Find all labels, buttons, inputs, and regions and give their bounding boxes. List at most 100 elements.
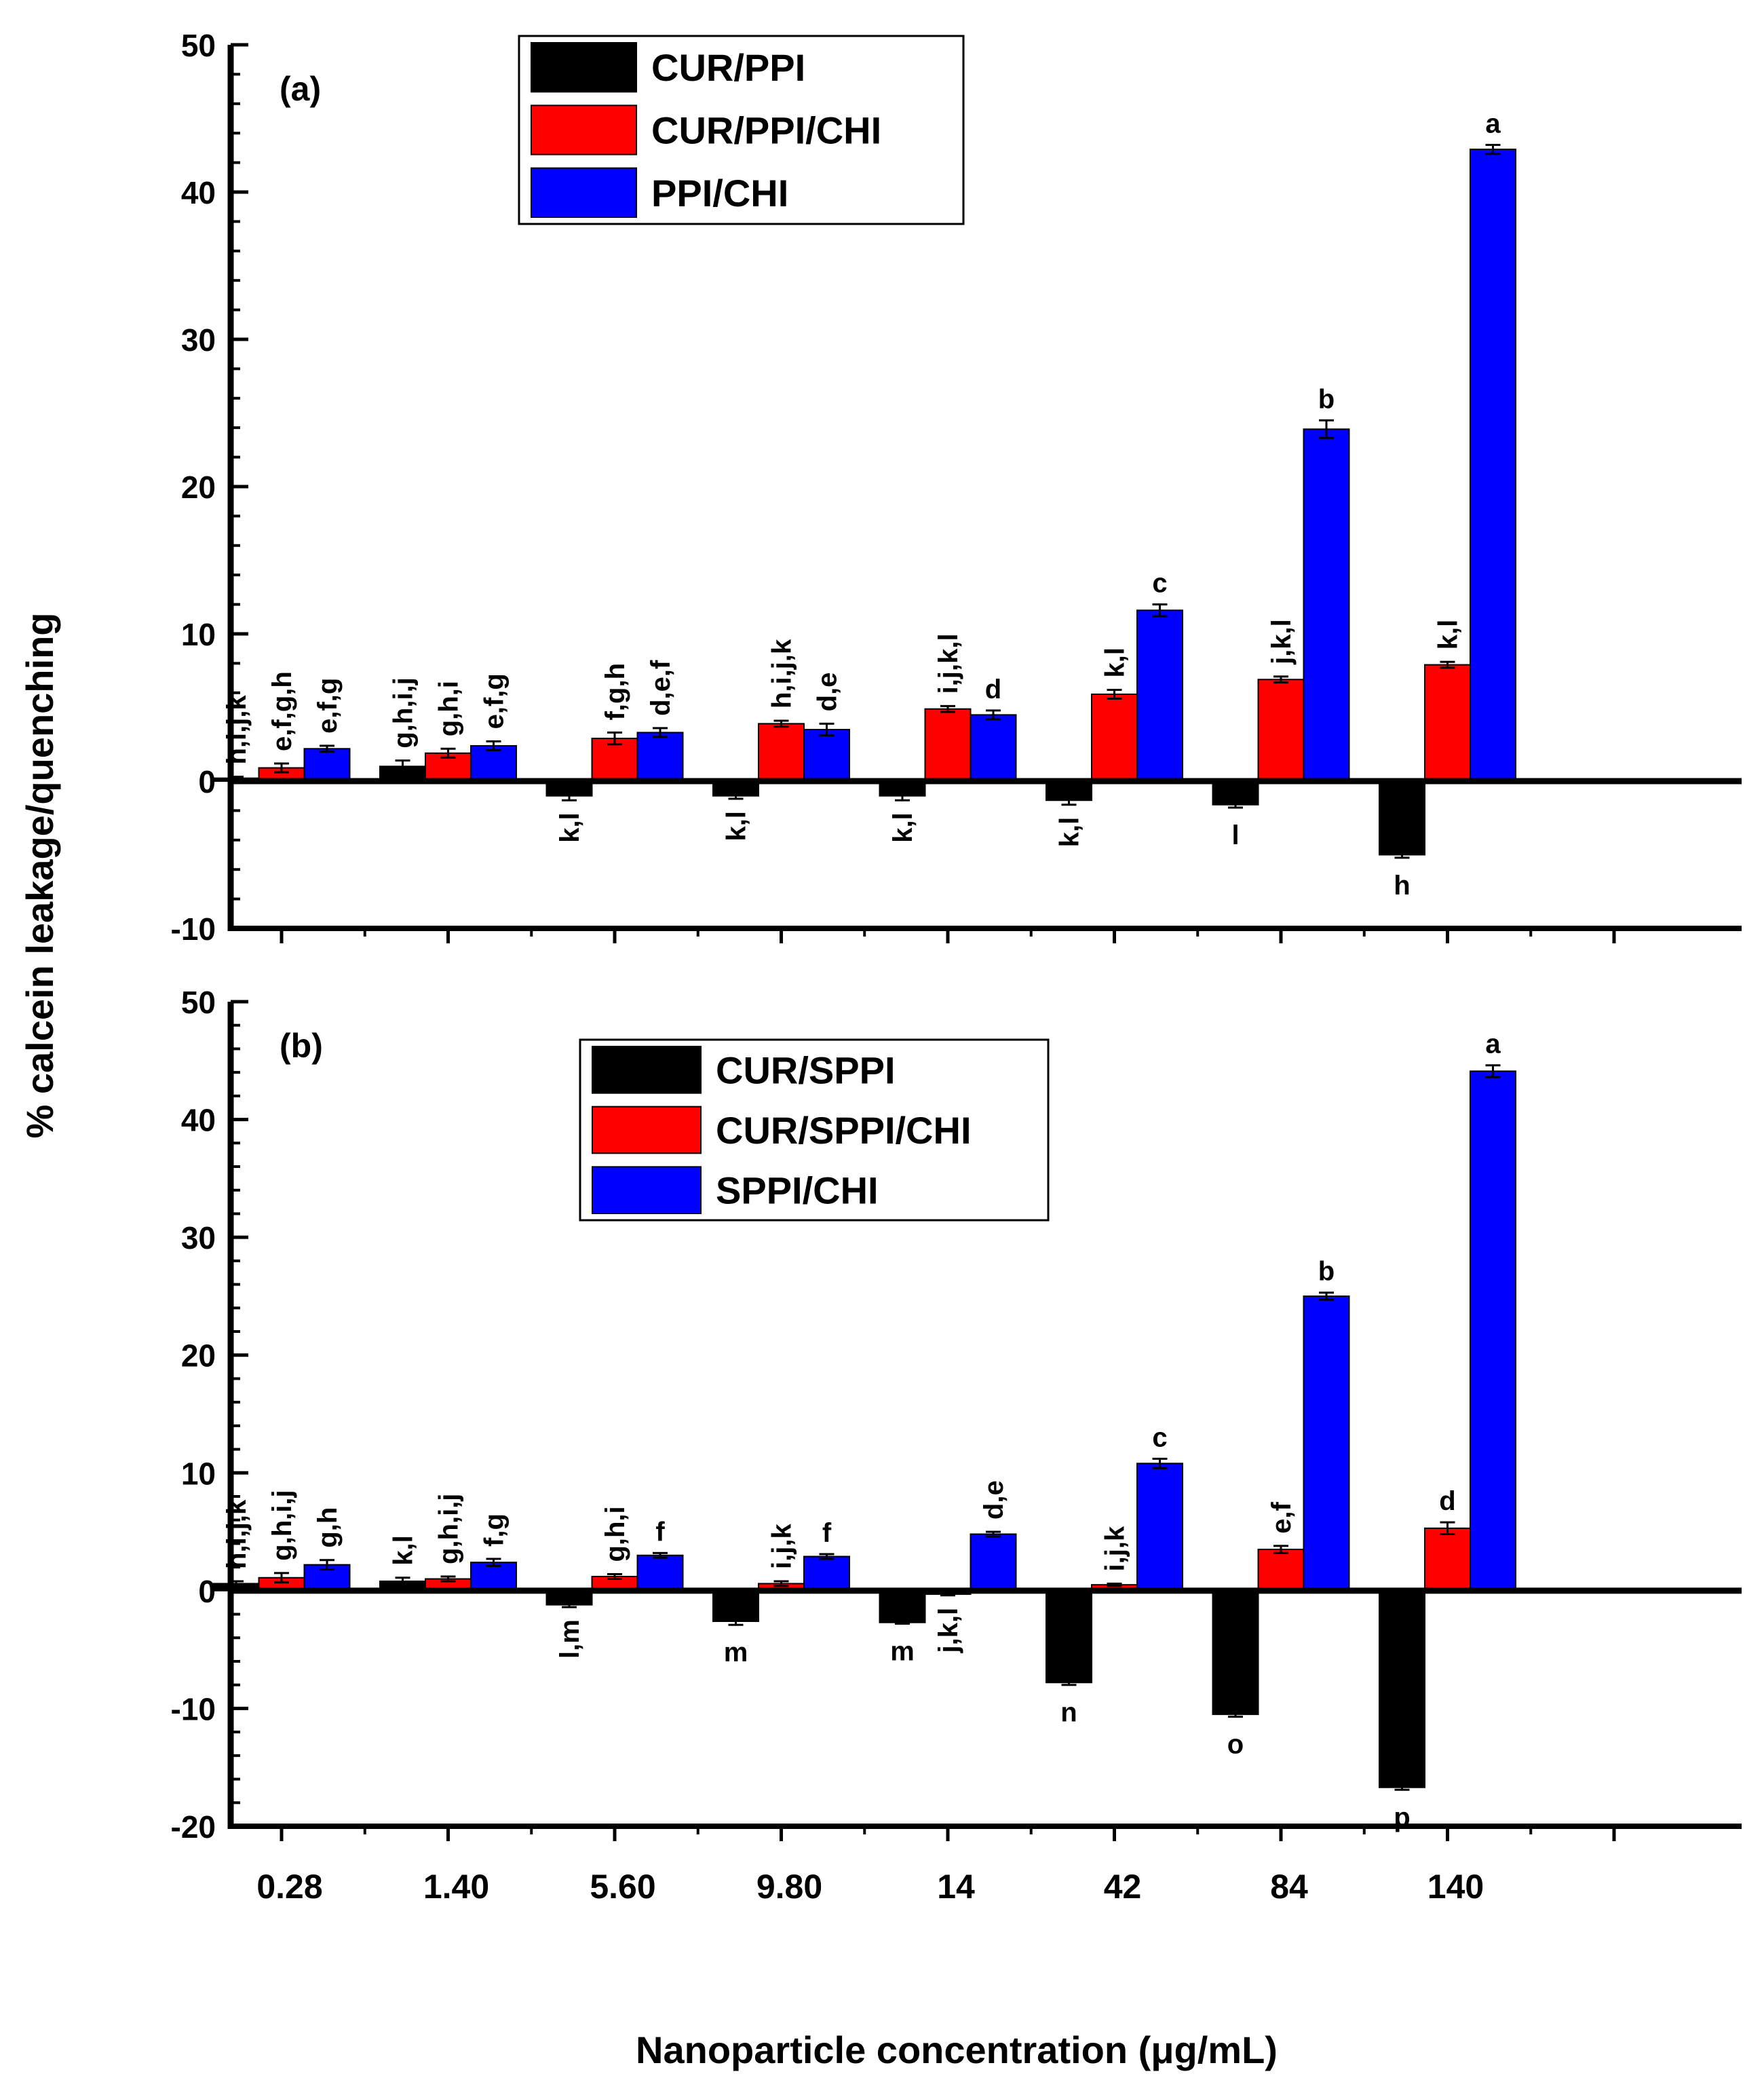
legend-swatch-cur-ppi-chi	[531, 105, 637, 155]
significance-label: d,e	[813, 673, 843, 712]
significance-label: d,e	[979, 1480, 1009, 1520]
bar-sppi-chi	[1470, 1070, 1516, 1591]
bar-cur-ppi-chi	[1257, 679, 1305, 782]
legend-swatch-sppi-chi	[592, 1166, 702, 1215]
legend-label: CUR/SPPI/CHI	[716, 1109, 972, 1152]
y-tick-label: 40	[181, 1103, 216, 1138]
bar-sppi-chi	[1136, 1462, 1183, 1591]
significance-label: f	[655, 1517, 665, 1547]
significance-label: k,l	[888, 812, 918, 842]
x-tick-label: 1.40	[423, 1868, 489, 1906]
significance-label: k,l	[1434, 620, 1463, 649]
significance-label: n	[1060, 1698, 1077, 1728]
bar-ppi-chi	[1136, 609, 1183, 782]
bar-ppi-chi	[303, 748, 351, 782]
bar-cur-sppi	[712, 1589, 759, 1622]
bar-sppi-chi	[1303, 1295, 1350, 1591]
significance-label: g,h,i	[600, 1506, 630, 1562]
bar-cur-ppi-chi	[1091, 693, 1138, 782]
y-axis-label: % calcein leakage/quenching	[18, 613, 61, 1139]
significance-label: c	[1152, 569, 1167, 599]
significance-label: f	[822, 1518, 832, 1548]
y-tick-label: 0	[198, 1574, 216, 1609]
significance-label: g,h,i,j	[389, 677, 419, 748]
significance-label: j,k,l	[1267, 619, 1297, 665]
bar-cur-ppi-chi	[924, 708, 972, 782]
significance-label: e,f,g,h	[267, 671, 297, 751]
significance-label: k,l	[722, 811, 752, 841]
significance-label: e,f,g	[313, 678, 343, 734]
legend-swatch-ppi-chi	[531, 167, 637, 219]
bar-cur-ppi	[1379, 780, 1425, 856]
significance-label: i,j,k	[767, 1524, 797, 1569]
y-tick-label: 10	[181, 617, 216, 652]
y-tick-label: 30	[181, 1220, 216, 1256]
significance-label: o	[1227, 1730, 1244, 1760]
y-tick-label: -10	[171, 1691, 216, 1726]
y-tick-label: 10	[181, 1456, 216, 1491]
x-tick-label: 14	[937, 1868, 975, 1906]
significance-label: k,l	[555, 812, 585, 842]
significance-label: g,h	[313, 1507, 343, 1548]
significance-label: f,g	[480, 1513, 510, 1547]
significance-label: g,h,i,j	[267, 1490, 297, 1560]
x-tick-label: 140	[1427, 1868, 1484, 1906]
significance-label: h,i,j,k	[222, 694, 252, 764]
bar-ppi-chi	[470, 744, 517, 782]
significance-label: m	[724, 1638, 748, 1667]
significance-label: e,f	[1267, 1502, 1297, 1534]
significance-label: h,i,j,k	[222, 1499, 252, 1569]
x-tick-label: 84	[1270, 1868, 1308, 1906]
bar-cur-sppi-chi	[1257, 1549, 1305, 1591]
significance-label: k,l	[389, 1535, 419, 1565]
bar-ppi-chi	[1470, 149, 1516, 782]
y-tick-label: 50	[181, 28, 216, 63]
significance-label: i,j,k	[1100, 1526, 1130, 1571]
significance-label: l	[1231, 820, 1239, 850]
significance-label: g,h,i	[434, 681, 464, 736]
bar-ppi-chi	[1303, 428, 1350, 782]
significance-label: d	[985, 675, 1001, 704]
significance-label: k,l	[1055, 817, 1085, 847]
legend-label: CUR/PPI	[651, 46, 805, 89]
significance-label: j,k,l	[934, 1608, 963, 1654]
significance-label: b	[1318, 1257, 1335, 1287]
bar-sppi-chi	[803, 1555, 850, 1591]
bar-cur-ppi-chi	[758, 723, 805, 782]
y-tick-label: -10	[171, 911, 216, 947]
significance-label: k,l	[1100, 647, 1130, 677]
bar-ppi-chi	[970, 714, 1017, 782]
bar-cur-sppi-chi	[1424, 1527, 1471, 1591]
legend-label: CUR/SPPI	[716, 1049, 896, 1091]
y-tick-label: 40	[181, 175, 216, 210]
y-tick-label: 50	[181, 985, 216, 1020]
significance-label: i,j,k,l	[934, 633, 963, 694]
bar-ppi-chi	[636, 732, 684, 782]
panel-label: (a)	[280, 70, 321, 108]
panel-label: (b)	[280, 1027, 323, 1065]
legend-label: CUR/PPI/CHI	[651, 109, 881, 152]
bar-cur-sppi	[1379, 1589, 1425, 1788]
significance-label: f,g,h	[600, 663, 630, 720]
y-tick-label: 30	[181, 322, 216, 358]
legend-label: SPPI/CHI	[716, 1169, 879, 1212]
x-axis-label: Nanoparticle concentration (μg/mL)	[636, 2028, 1278, 2071]
bar-sppi-chi	[636, 1554, 684, 1591]
significance-label: g,h,i,j	[434, 1494, 464, 1564]
y-tick-label: -20	[171, 1809, 216, 1845]
y-tick-label: 20	[181, 470, 216, 505]
x-tick-label: 5.60	[590, 1868, 655, 1906]
legend-swatch-cur-sppi	[592, 1046, 702, 1094]
significance-label: a	[1485, 109, 1501, 139]
bar-ppi-chi	[803, 729, 850, 782]
bar-cur-sppi	[879, 1589, 926, 1623]
significance-label: l,m	[555, 1619, 585, 1659]
legend-swatch-cur-sppi-chi	[592, 1106, 702, 1154]
significance-label: a	[1485, 1030, 1501, 1059]
legend-label: PPI/CHI	[651, 172, 788, 214]
bar-cur-ppi-chi	[1424, 664, 1471, 782]
significance-label: d,e,f	[646, 660, 676, 716]
significance-label: e,f,g	[480, 673, 510, 729]
bar-cur-sppi	[1046, 1589, 1092, 1684]
significance-label: m	[890, 1636, 915, 1666]
